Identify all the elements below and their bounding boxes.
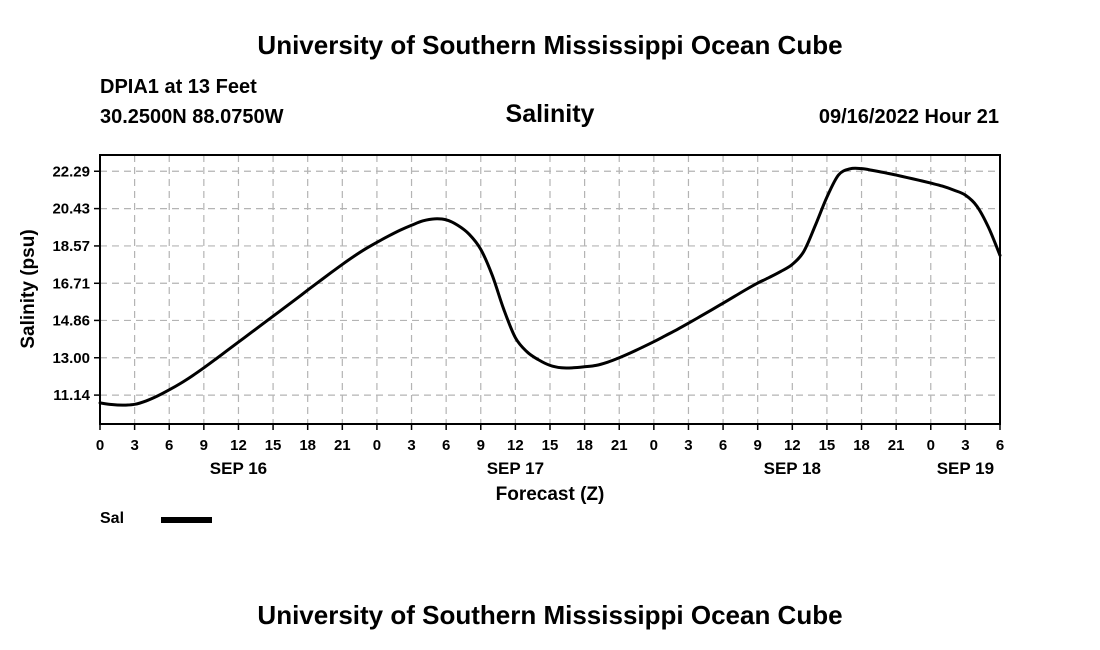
x-tick-label: 21 <box>888 437 905 454</box>
y-tick-label: 11.14 <box>53 387 90 404</box>
x-tick-label: 3 <box>407 437 415 454</box>
x-tick-label: 21 <box>334 437 351 454</box>
x-tick-label: 18 <box>576 437 593 454</box>
y-axis-title: Salinity (psu) <box>18 229 39 348</box>
x-tick-label: 0 <box>96 437 104 454</box>
x-tick-label: 0 <box>373 437 381 454</box>
y-tick-label: 22.29 <box>52 163 90 180</box>
x-tick-label: 9 <box>200 437 208 454</box>
x-tick-label: 0 <box>927 437 935 454</box>
x-tick-label: 15 <box>542 437 559 454</box>
legend-label: Sal <box>100 510 125 527</box>
x-tick-label: 0 <box>650 437 658 454</box>
y-tick-label: 14.86 <box>52 312 90 329</box>
x-tick-label: 12 <box>784 437 801 454</box>
x-tick-label: 3 <box>130 437 138 454</box>
x-tick-label: 6 <box>442 437 450 454</box>
day-label: SEP 16 <box>210 459 267 478</box>
x-axis: 0 3 6 9 12 15 18 21 0 3 6 9 12 15 18 21 0 3 6 9 12 15 18 21 0 3 6 <box>96 424 1004 454</box>
x-tick-label: 18 <box>853 437 870 454</box>
day-labels: SEP 16 SEP 17 SEP 18 SEP 19 <box>210 459 994 478</box>
day-label: SEP 19 <box>937 459 994 478</box>
grid-lines <box>100 155 1000 424</box>
x-tick-label: 6 <box>996 437 1004 454</box>
day-label: SEP 18 <box>764 459 821 478</box>
legend-swatch <box>161 517 212 523</box>
day-label: SEP 17 <box>487 459 544 478</box>
x-tick-label: 21 <box>611 437 628 454</box>
x-tick-label: 18 <box>299 437 316 454</box>
y-tick-label: 20.43 <box>52 201 90 218</box>
page-title: University of Southern Mississippi Ocean… <box>257 30 843 60</box>
x-tick-label: 15 <box>265 437 282 454</box>
series-layer <box>98 166 1002 407</box>
x-axis-title: Forecast (Z) <box>496 484 605 505</box>
footer-title: University of Southern Mississippi Ocean… <box>257 600 843 630</box>
x-tick-label: 12 <box>507 437 524 454</box>
chart-title: Salinity <box>505 100 595 128</box>
y-tick-label: 18.57 <box>52 238 90 255</box>
salinity-series-line <box>98 166 1002 407</box>
station-label: DPIA1 at 13 Feet <box>100 76 257 98</box>
x-tick-label: 3 <box>684 437 692 454</box>
y-axis: 11.14 13.00 14.86 16.71 18.57 20.43 22.29 <box>52 163 100 404</box>
x-tick-label: 3 <box>961 437 969 454</box>
forecast-timestamp: 09/16/2022 Hour 21 <box>818 106 999 128</box>
x-tick-label: 9 <box>754 437 762 454</box>
coordinates-label: 30.2500N 88.0750W <box>100 106 284 128</box>
y-tick-label: 16.71 <box>52 275 90 292</box>
x-tick-label: 15 <box>819 437 836 454</box>
y-tick-label: 13.00 <box>52 350 90 367</box>
x-tick-label: 9 <box>477 437 485 454</box>
x-tick-label: 6 <box>719 437 727 454</box>
x-tick-label: 6 <box>165 437 173 454</box>
x-tick-label: 12 <box>230 437 247 454</box>
